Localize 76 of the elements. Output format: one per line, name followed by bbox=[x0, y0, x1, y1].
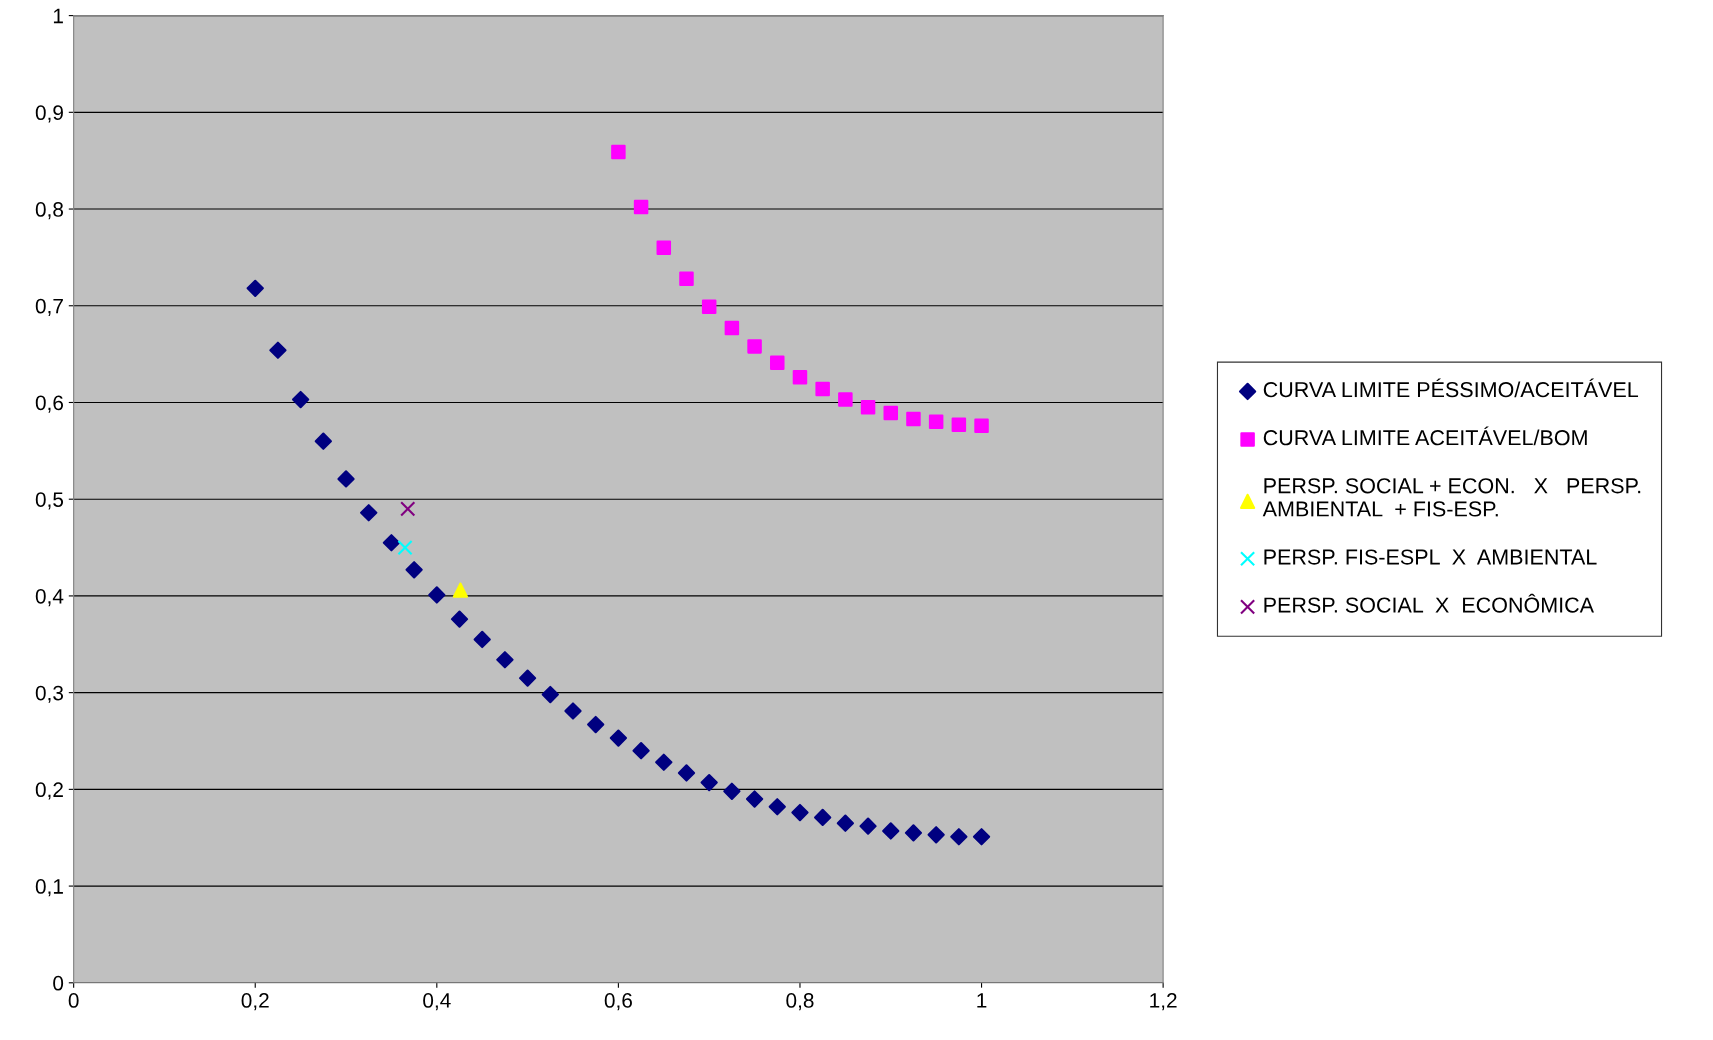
x-tick-label: 1 bbox=[977, 993, 987, 1008]
point bbox=[633, 199, 649, 215]
y-tick-label: 0 bbox=[53, 975, 64, 991]
y-tick-label: 0,7 bbox=[35, 298, 63, 316]
x-tick-label: 1,2 bbox=[1150, 993, 1177, 1011]
point bbox=[564, 702, 582, 720]
point bbox=[360, 504, 378, 522]
point bbox=[679, 271, 694, 286]
point bbox=[337, 470, 355, 488]
x-tick-label: 0,4 bbox=[423, 993, 451, 1011]
point bbox=[609, 729, 628, 747]
point bbox=[269, 341, 287, 359]
point bbox=[452, 582, 469, 598]
x-tick-label: 0,6 bbox=[604, 993, 632, 1011]
point bbox=[246, 279, 264, 297]
point bbox=[906, 411, 921, 427]
point bbox=[677, 764, 696, 782]
y-tick-label: 0,1 bbox=[35, 879, 63, 897]
point bbox=[405, 561, 423, 579]
legend-label: CURVA LIMITE ACEITÁVEL/BOM bbox=[1263, 426, 1587, 446]
point bbox=[496, 651, 514, 669]
y-tick-label: 0,9 bbox=[35, 105, 63, 123]
point bbox=[860, 400, 876, 415]
point bbox=[883, 405, 899, 421]
point bbox=[836, 814, 855, 832]
point bbox=[701, 299, 717, 314]
point bbox=[904, 824, 923, 842]
y-tick-label: 1 bbox=[53, 8, 63, 24]
point bbox=[951, 417, 967, 432]
point bbox=[814, 808, 832, 827]
y-tick-label: 0,8 bbox=[35, 202, 64, 220]
point bbox=[724, 320, 740, 336]
point bbox=[655, 753, 673, 771]
point bbox=[928, 414, 944, 430]
legend-label: PERSP. SOCIAL + ECON. X PERSP. AMBIENTAL + FIS-ESP. bbox=[1262, 478, 1641, 517]
point bbox=[974, 418, 989, 433]
point bbox=[632, 742, 650, 760]
point bbox=[291, 390, 310, 409]
point bbox=[770, 355, 785, 371]
point bbox=[541, 685, 559, 704]
y-tick-label: 0,6 bbox=[35, 395, 64, 413]
point bbox=[314, 432, 332, 450]
legend-label: PERSP. SOCIAL X ECONÔMICA bbox=[1264, 593, 1595, 613]
point bbox=[382, 534, 401, 552]
point bbox=[587, 715, 605, 734]
point bbox=[656, 240, 672, 255]
point bbox=[950, 828, 968, 846]
point bbox=[397, 539, 413, 556]
point bbox=[400, 501, 416, 517]
point bbox=[882, 822, 900, 840]
point bbox=[473, 630, 491, 649]
y-tick-label: 0,5 bbox=[35, 492, 64, 510]
y-tick-label: 0,4 bbox=[35, 588, 64, 607]
point bbox=[611, 144, 626, 160]
point bbox=[792, 370, 808, 385]
point bbox=[838, 392, 853, 407]
point bbox=[723, 782, 741, 800]
point bbox=[450, 610, 469, 628]
point bbox=[747, 339, 762, 354]
point bbox=[791, 803, 809, 822]
legend-label: PERSP. FIS-ESPL X AMBIENTAL bbox=[1264, 549, 1597, 565]
point bbox=[428, 586, 446, 604]
x-tick-label: 0,2 bbox=[241, 993, 269, 1011]
point bbox=[815, 381, 830, 397]
legend-label: CURVA LIMITE PÉSSIMO/ACEITÁVEL bbox=[1263, 378, 1639, 398]
point bbox=[972, 828, 991, 846]
point bbox=[518, 669, 537, 687]
point bbox=[745, 790, 764, 808]
point bbox=[768, 798, 786, 816]
x-tick-label: 0,8 bbox=[786, 993, 814, 1011]
point bbox=[927, 826, 945, 844]
y-tick-label: 0,2 bbox=[35, 782, 63, 800]
x-tick-label: 0 bbox=[68, 993, 79, 1008]
point bbox=[700, 773, 718, 792]
y-tick-label: 0,3 bbox=[35, 685, 64, 703]
point bbox=[859, 817, 877, 835]
